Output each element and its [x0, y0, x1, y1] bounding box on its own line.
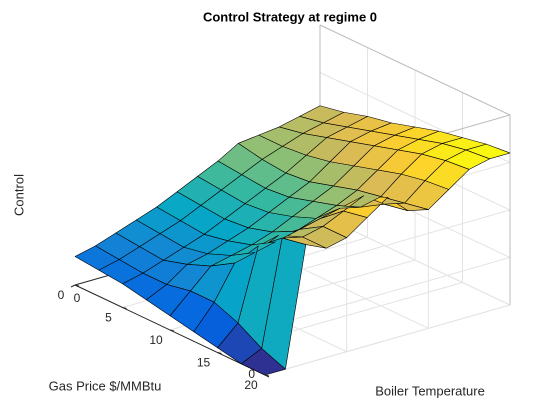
- y-tick-label: 15: [197, 356, 211, 370]
- chart-title: Control Strategy at regime 0: [203, 9, 377, 24]
- x-axis-label: Boiler Temperature: [375, 383, 485, 398]
- surface-patch: [74, 245, 120, 271]
- y-tick-label: 5: [105, 311, 112, 325]
- y-tick: [217, 352, 222, 354]
- y-tick: [122, 307, 127, 309]
- z-axis-label: Control: [11, 174, 26, 216]
- x-tick: [70, 284, 76, 288]
- grid-line: [264, 257, 511, 328]
- grid-line: [264, 304, 511, 376]
- y-tick: [74, 284, 80, 287]
- y-tick-label: 0: [58, 288, 65, 302]
- y-tick: [169, 329, 175, 332]
- z-tick: [264, 374, 270, 378]
- grid-line: [264, 209, 511, 281]
- box-edge: [319, 24, 511, 116]
- x-tick-label: 0: [74, 291, 81, 305]
- y-tick-label: 20: [244, 378, 258, 392]
- y-tick-label: 10: [149, 333, 163, 347]
- z-tick-label: 0: [248, 367, 255, 381]
- y-axis-label: Gas Price $/MMBtu: [49, 378, 162, 393]
